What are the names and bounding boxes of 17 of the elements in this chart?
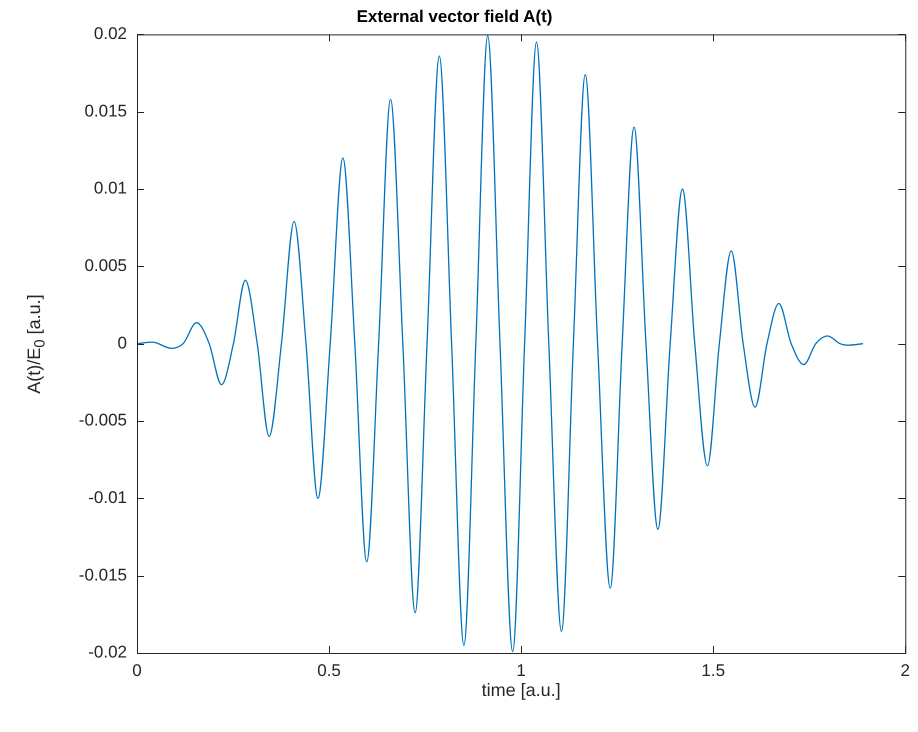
y-tick-label: 0.015 (84, 101, 127, 120)
y-tick-label: -0.015 (78, 565, 127, 584)
x-tick-label: 0.5 (317, 660, 341, 680)
y-tick-label: 0.005 (84, 256, 127, 276)
x-axis-title: time [a.u.] (482, 680, 561, 700)
y-tick-label: -0.01 (88, 488, 127, 508)
y-tick-label: -0.005 (78, 410, 127, 430)
x-tick-label: 0 (132, 660, 142, 680)
x-tick-label: 2 (900, 660, 910, 680)
x-tick-label: 1.5 (701, 660, 726, 680)
y-tick-label: 0.01 (94, 178, 127, 198)
y-tick-label: 0.02 (94, 24, 127, 44)
chart-title: External vector field A(t) (356, 6, 552, 26)
x-tick-label: 1 (516, 660, 526, 680)
y-tick-label: -0.02 (88, 642, 127, 662)
y-tick-label: 0 (118, 333, 127, 352)
line-series (137, 35, 864, 652)
